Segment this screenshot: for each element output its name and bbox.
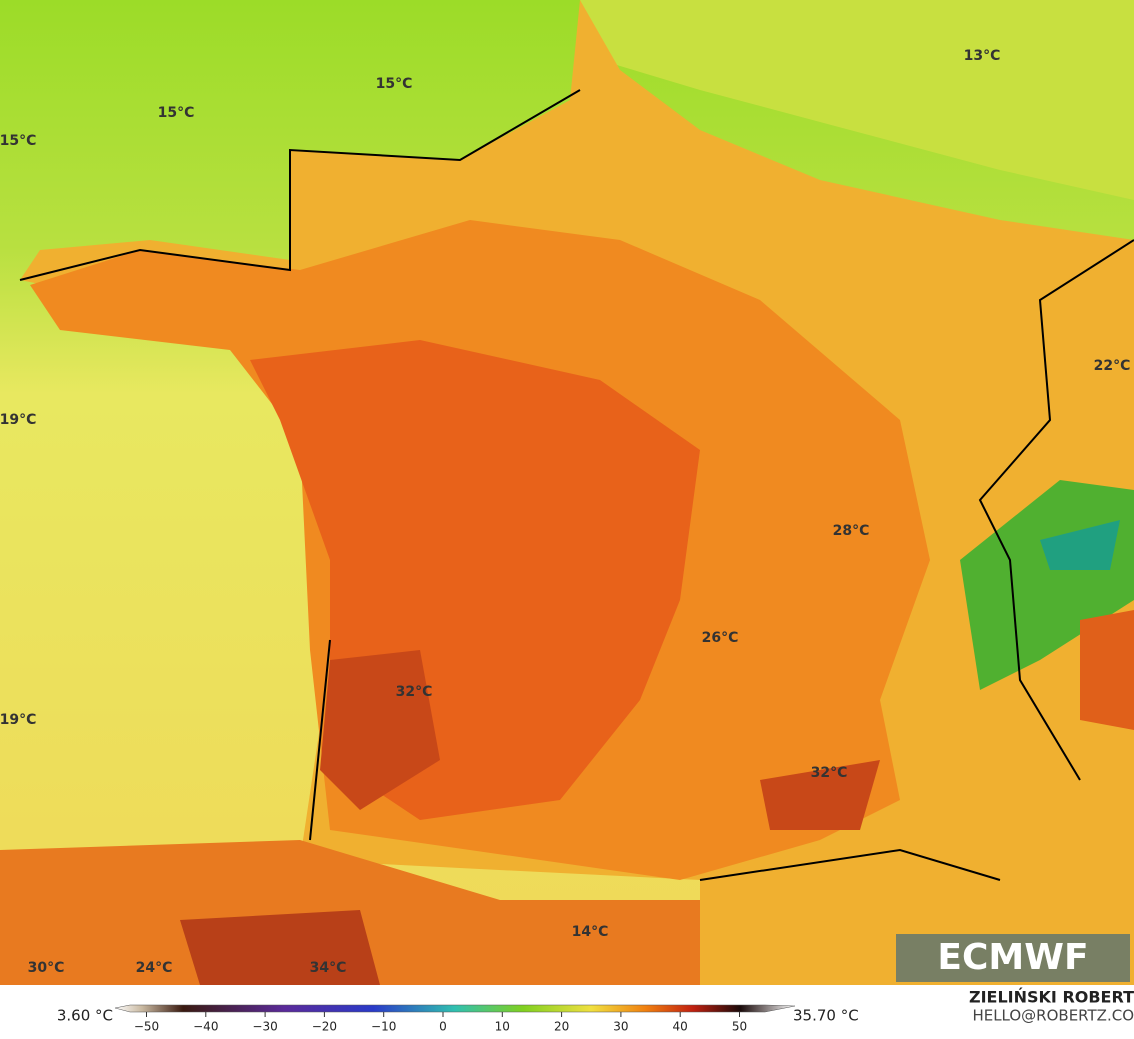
coastline [19,89,1134,881]
temperature-label: 26°C [702,630,739,646]
brand-box [896,934,1130,982]
colorbar-tick-label: −10 [371,1020,396,1034]
colorbar-tick-label: −40 [193,1020,218,1034]
colorbar-max: 35.70 °C [793,1007,859,1025]
temperature-label: 24°C [136,960,173,976]
temperature-label: 30°C [28,960,65,976]
temperature-label: 13°C [964,48,1001,64]
temperature-label: 32°C [811,765,848,781]
credit-email: HELLO@ROBERTZ.CO [972,1007,1134,1025]
hot-core [180,910,380,985]
colorbar-tick-label: 40 [673,1020,688,1034]
colorbar-tick-label: 10 [495,1020,510,1034]
colorbar-tick-label: −30 [252,1020,277,1034]
temperature-label: 15°C [158,105,195,121]
temperature-label: 22°C [1094,358,1131,374]
colorbar-min: 3.60 °C [57,1007,113,1025]
temperature-label: 15°C [376,76,413,92]
temperature-label: 14°C [572,924,609,940]
temperature-label: 32°C [396,684,433,700]
colorbar-tick-label: 20 [554,1020,569,1034]
colorbar [114,1004,796,1013]
colorbar-tick-label: 0 [439,1020,447,1034]
temperature-label: 34°C [310,960,347,976]
benelux-area [580,0,1134,200]
credit-name: ZIELIŃSKI ROBERT [969,988,1134,1007]
temperature-label: 28°C [833,523,870,539]
temperature-label: 19°C [0,712,36,728]
temperature-label: 15°C [0,133,36,149]
po-valley [1080,610,1134,730]
hot-core [760,760,880,830]
alps-cold [1040,520,1120,570]
brand: ECMWF [937,937,1088,978]
hot-core [320,650,440,810]
colorbar-tick-label: −50 [134,1020,159,1034]
colorbar-tick-label: 30 [613,1020,628,1034]
colorbar-tick-label: 50 [732,1020,747,1034]
temperature-label: 19°C [0,412,36,428]
colorbar-tick-label: −20 [312,1020,337,1034]
